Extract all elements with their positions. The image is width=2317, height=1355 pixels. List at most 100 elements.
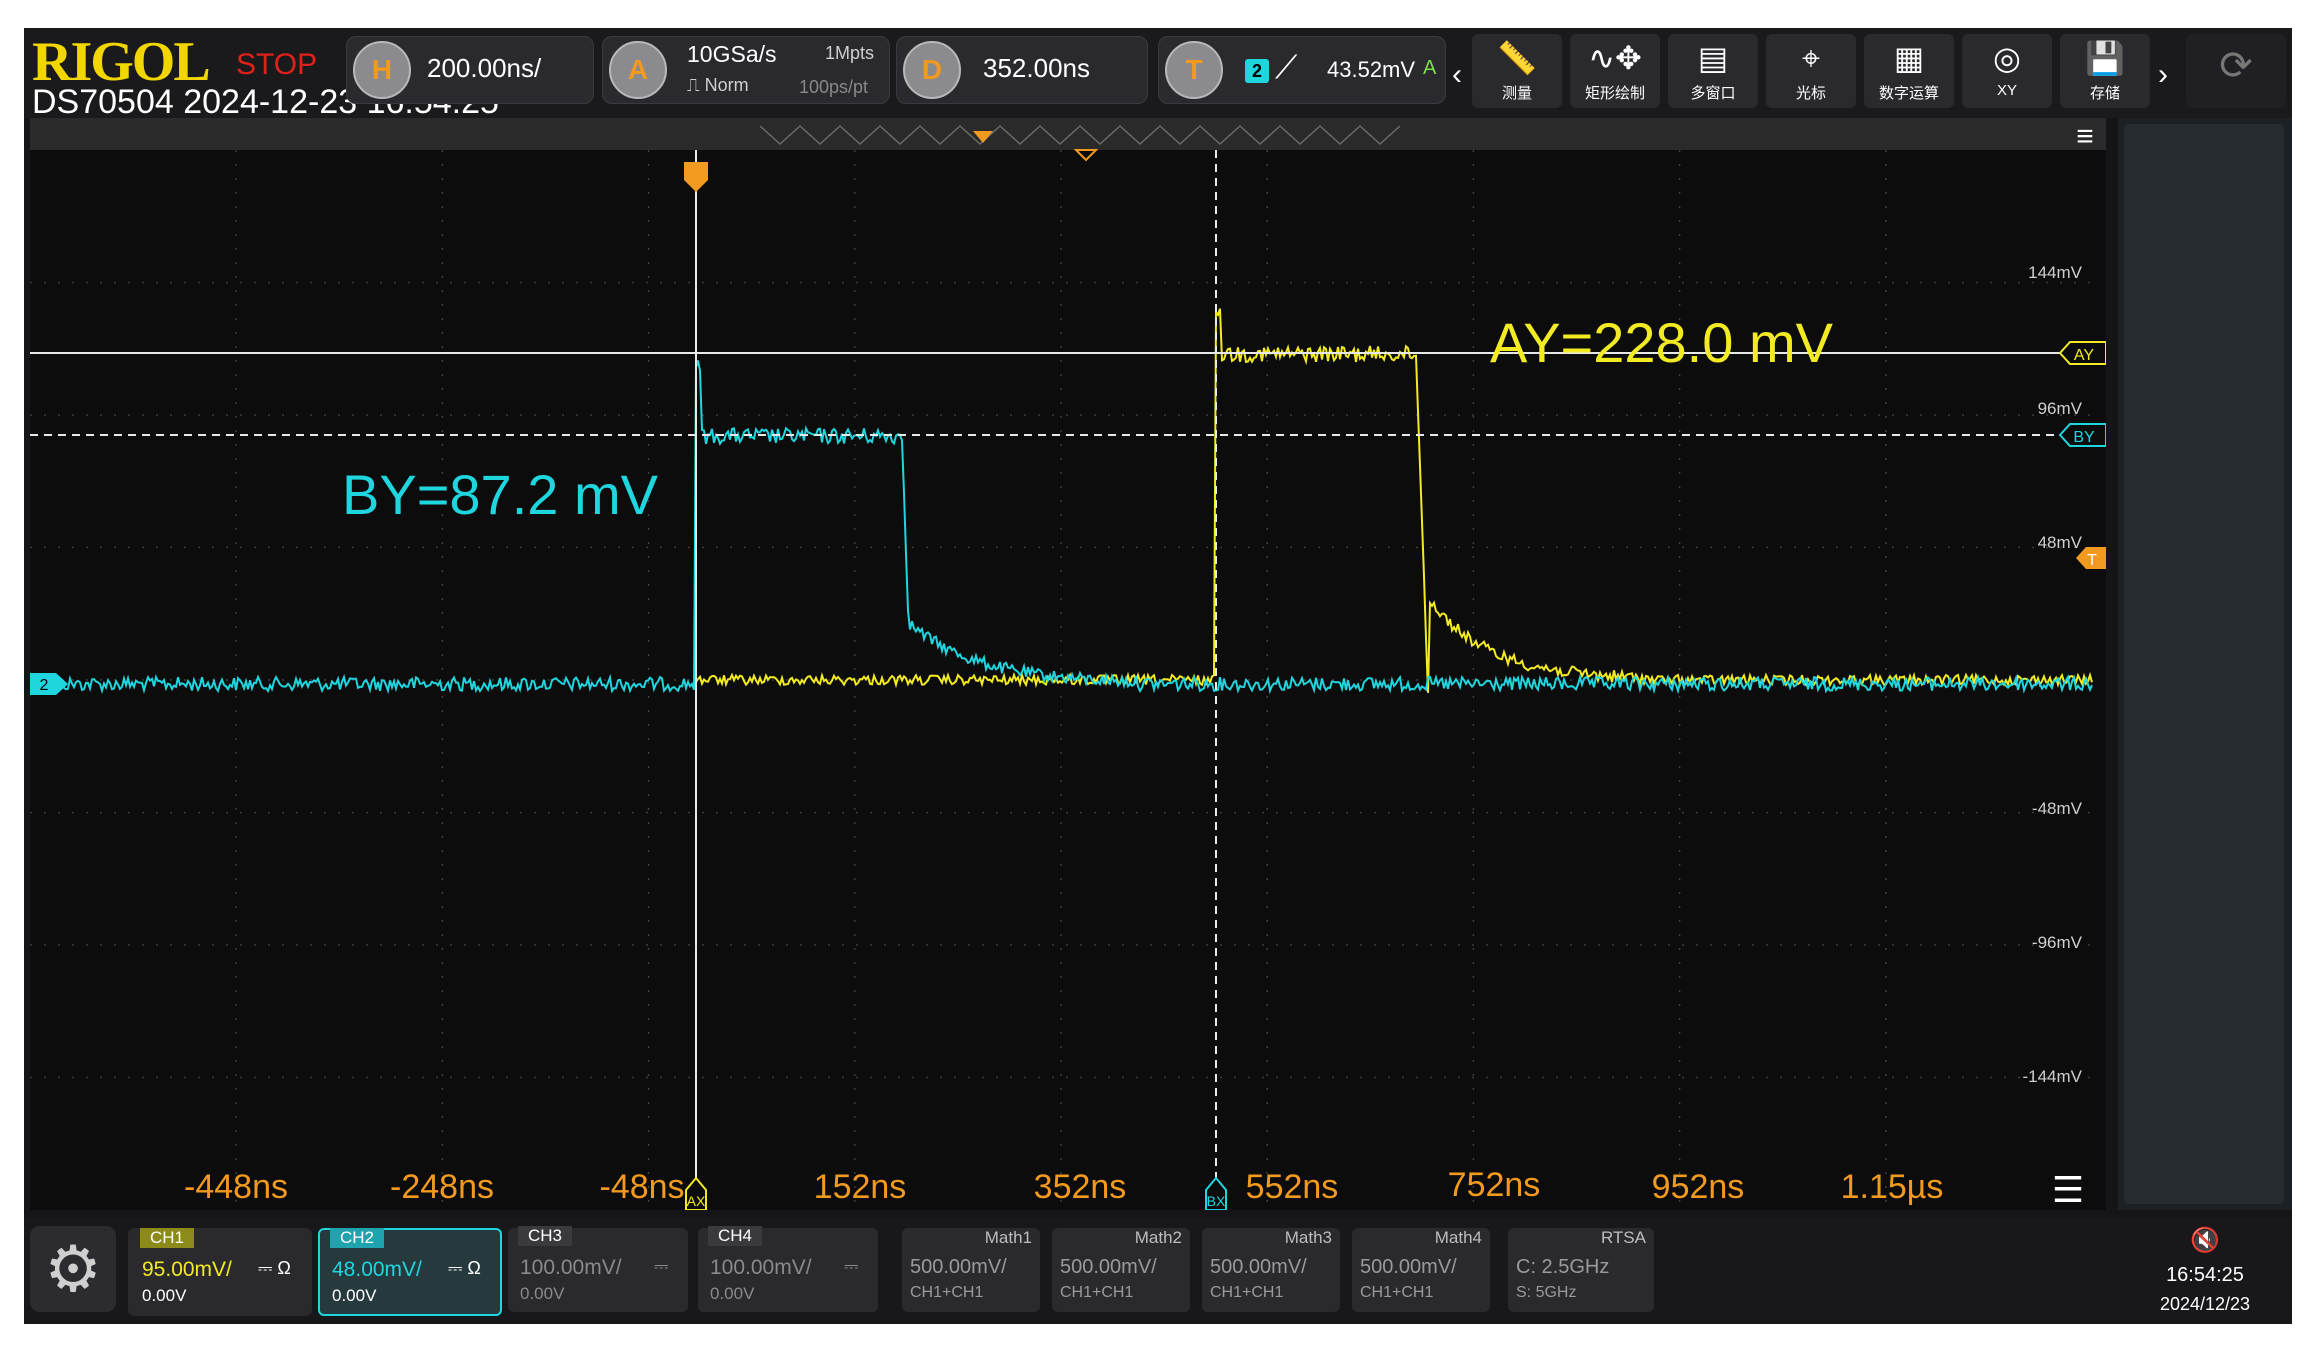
tool-cursor[interactable]: ⌖ 光标 bbox=[1766, 34, 1856, 108]
time-label: 952ns bbox=[1652, 1168, 1745, 1206]
math4-settings[interactable]: Math4 500.00mV/ CH1+CH1 bbox=[1352, 1228, 1490, 1312]
math4-tag: Math4 bbox=[1434, 1228, 1482, 1247]
ax-bottom-label: AX bbox=[687, 1193, 706, 1209]
ch3-tag: CH3 bbox=[518, 1226, 573, 1246]
ch2-scale: 48.00mV/ bbox=[332, 1258, 422, 1281]
speaker-muted-icon[interactable]: 🔇 bbox=[2190, 1227, 2220, 1254]
math-icon: ▦ bbox=[1893, 40, 1925, 76]
time-label: -248ns bbox=[390, 1168, 494, 1206]
math1-scale: 500.00mV/ bbox=[910, 1256, 1007, 1278]
remote-connect-button[interactable]: ⟳ bbox=[2186, 34, 2286, 108]
acquire-mode-label: Norm bbox=[704, 75, 749, 95]
ch3-scale: 100.00mV/ bbox=[520, 1256, 622, 1279]
toolbar-left-arrow[interactable]: ‹ bbox=[1452, 58, 1462, 91]
y-label-144: 144mV bbox=[2028, 263, 2083, 282]
rtsa-center: C: 2.5GHz bbox=[1516, 1256, 1610, 1278]
y-label-48: 48mV bbox=[2038, 533, 2083, 552]
tool-label: 数字运算 bbox=[1878, 85, 1939, 102]
math3-scale: 500.00mV/ bbox=[1210, 1256, 1307, 1278]
rtsa-tag: RTSA bbox=[1600, 1228, 1646, 1247]
tool-label: 存储 bbox=[2089, 85, 2120, 102]
tool-label: 矩形绘制 bbox=[1584, 85, 1645, 102]
horizontal-menu-icon[interactable]: ☰ bbox=[2052, 1169, 2084, 1210]
ch1-settings[interactable]: CH1 95.00mV/ ⎓ Ω 0.00V bbox=[128, 1228, 312, 1316]
ch1-offset: 0.00V bbox=[142, 1286, 187, 1305]
y-label-neg48: -48mV bbox=[2032, 799, 2083, 818]
time-label: 152ns bbox=[814, 1168, 907, 1206]
acquire-mode: ⎍ Norm bbox=[687, 75, 749, 95]
settings-gear-icon[interactable]: ⚙ bbox=[30, 1226, 116, 1312]
waveform-display[interactable]: ≡ 144mV 96mV 48mV -48mV -96mV -144mV AY bbox=[29, 118, 2107, 1211]
cursor-by-readout: BY=87.2 mV bbox=[342, 463, 659, 526]
horizontal-badge: H bbox=[353, 41, 411, 99]
tool-multi-window[interactable]: ▤ 多窗口 bbox=[1668, 34, 1758, 108]
top-status-bar: RIGOL STOP DS70504 2024-12-23 16:54:25 H… bbox=[24, 28, 2292, 120]
clock-time: 16:54:25 bbox=[2166, 1264, 2244, 1286]
remote-icon: ⟳ bbox=[2219, 44, 2253, 88]
math3-settings[interactable]: Math3 500.00mV/ CH1+CH1 bbox=[1202, 1228, 1340, 1312]
acquire-badge: A bbox=[609, 41, 667, 99]
horizontal-scale-value: 200.00ns/ bbox=[427, 53, 542, 83]
overview-zigzag bbox=[759, 124, 1401, 146]
math2-source: CH1+CH1 bbox=[1060, 1284, 1134, 1301]
tool-label: 多窗口 bbox=[1690, 85, 1736, 102]
ch2-offset-marker[interactable] bbox=[30, 673, 68, 695]
trigger-position-marker bbox=[973, 131, 993, 143]
oscilloscope-frame: RIGOL STOP DS70504 2024-12-23 16:54:25 H… bbox=[24, 28, 2292, 1324]
graticule bbox=[30, 150, 2092, 1210]
channel-bar: ⚙ CH1 95.00mV/ ⎓ Ω 0.00V CH2 48.00mV/ ⎓ … bbox=[24, 1218, 2292, 1324]
ch2-settings[interactable]: CH2 48.00mV/ ⎓ Ω 0.00V bbox=[318, 1228, 502, 1316]
xy-icon: ◎ bbox=[1993, 40, 2021, 76]
y-label-neg144: -144mV bbox=[2022, 1067, 2082, 1086]
tool-xy[interactable]: ◎ XY bbox=[1962, 34, 2052, 108]
math2-settings[interactable]: Math2 500.00mV/ CH1+CH1 bbox=[1052, 1228, 1190, 1312]
trigger-status: A bbox=[1423, 57, 1437, 79]
ch2-offset-label: 2 bbox=[40, 677, 49, 694]
acquire-pill[interactable]: A 10GSa/s 1Mpts ⎍ Norm 100ps/pt bbox=[602, 36, 890, 104]
ay-edge-label: AY bbox=[2074, 347, 2094, 364]
math1-settings[interactable]: Math1 500.00mV/ CH1+CH1 bbox=[902, 1228, 1040, 1312]
cursor-icon: ⌖ bbox=[1801, 40, 1821, 76]
trigger-pill[interactable]: T 2 ⟋ 43.52mV A bbox=[1158, 36, 1446, 104]
tool-waveform-draw[interactable]: ∿✥ 矩形绘制 bbox=[1570, 34, 1660, 108]
math4-source: CH1+CH1 bbox=[1360, 1284, 1434, 1301]
right-side-panel-inner bbox=[2124, 124, 2284, 1204]
tool-measure[interactable]: 📏 测量 bbox=[1472, 34, 1562, 108]
ch4-tag: CH4 bbox=[708, 1226, 763, 1246]
math3-source: CH1+CH1 bbox=[1210, 1284, 1284, 1301]
trigger-level-label: T bbox=[2087, 552, 2097, 569]
math1-source: CH1+CH1 bbox=[910, 1284, 984, 1301]
time-resolution: 100ps/pt bbox=[799, 77, 869, 97]
display-menu-icon[interactable]: ≡ bbox=[2076, 120, 2094, 153]
ch1-scale: 95.00mV/ bbox=[142, 1258, 232, 1281]
trigger-level-marker[interactable] bbox=[2076, 547, 2106, 569]
ch2-offset: 0.00V bbox=[332, 1286, 377, 1305]
time-label: 1.15µs bbox=[1841, 1168, 1944, 1206]
time-label: 552ns bbox=[1246, 1168, 1339, 1206]
math2-scale: 500.00mV/ bbox=[1060, 1256, 1157, 1278]
waveform-draw-icon: ∿✥ bbox=[1588, 40, 1642, 76]
ch4-settings[interactable]: CH4 100.00mV/ ⎓ 0.00V bbox=[698, 1226, 878, 1312]
y-label-96: 96mV bbox=[2038, 399, 2083, 418]
trigger-badge: T bbox=[1165, 41, 1223, 99]
clock-panel: 🔇 16:54:25 2024/12/23 bbox=[2118, 1218, 2292, 1324]
tool-label: XY bbox=[1996, 82, 2017, 99]
ch4-offset: 0.00V bbox=[710, 1284, 755, 1303]
time-label: -448ns bbox=[184, 1168, 288, 1206]
run-stop-status[interactable]: STOP bbox=[236, 48, 318, 81]
rtsa-settings[interactable]: RTSA C: 2.5GHz S: 5GHz bbox=[1508, 1228, 1654, 1312]
ch3-settings[interactable]: CH3 100.00mV/ ⎓ 0.00V bbox=[508, 1226, 688, 1312]
tool-math[interactable]: ▦ 数字运算 bbox=[1864, 34, 1954, 108]
toolbar-right-arrow[interactable]: › bbox=[2158, 58, 2168, 91]
math3-tag: Math3 bbox=[1284, 1228, 1332, 1247]
delay-pill[interactable]: D 352.00ns bbox=[896, 36, 1148, 104]
math4-scale: 500.00mV/ bbox=[1360, 1256, 1457, 1278]
brand-logo: RIGOL bbox=[32, 31, 211, 93]
ruler-icon: 📏 bbox=[1497, 40, 1537, 76]
tool-save[interactable]: 💾 存储 bbox=[2060, 34, 2150, 108]
ch4-scale: 100.00mV/ bbox=[710, 1256, 812, 1279]
horizontal-scale-pill[interactable]: H 200.00ns/ bbox=[346, 36, 594, 104]
tool-label: 光标 bbox=[1795, 85, 1826, 102]
time-label: -48ns bbox=[599, 1168, 684, 1206]
math1-tag: Math1 bbox=[984, 1228, 1032, 1247]
